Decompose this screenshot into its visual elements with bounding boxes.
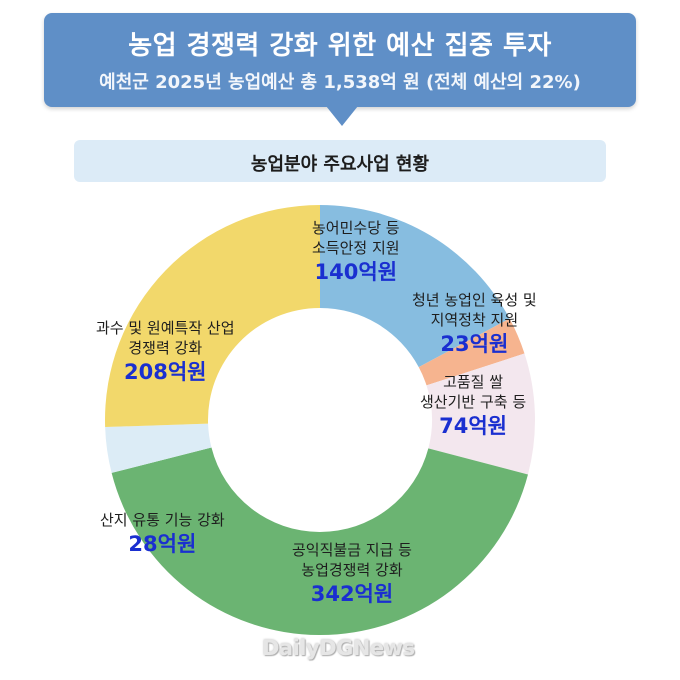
slice-label-line: 농어민수당 등	[312, 219, 400, 237]
slice-value: 74억원	[439, 414, 507, 438]
donut-slice-rice-base	[426, 353, 536, 475]
header-banner: 농업 경쟁력 강화 위한 예산 집중 투자 예천군 2025년 농업예산 총 1…	[44, 13, 636, 107]
slice-label-horticulture: 과수 및 원예특작 산업 경쟁력 강화 208억원	[96, 318, 235, 386]
slice-label-line: 지역정착 지원	[430, 311, 519, 329]
slice-value: 28억원	[128, 532, 197, 556]
banner-pointer	[326, 106, 358, 126]
slice-label-line: 공익직불금 지급 등	[292, 541, 412, 559]
slice-label-line: 소득안정 지원	[312, 239, 400, 257]
slice-value: 342억원	[310, 582, 394, 606]
page-subtitle: 예천군 2025년 농업예산 총 1,538억 원 (전체 예산의 22%)	[99, 72, 581, 93]
slice-label-income-support: 농어민수당 등 소득안정 지원 140억원	[312, 218, 400, 286]
slice-label-direct-payment: 공익직불금 지급 등 농업경쟁력 강화 342억원	[292, 540, 412, 608]
slice-label-distribution: 산지 유통 기능 강화 28억원	[100, 510, 225, 558]
slice-value: 23억원	[440, 332, 509, 356]
slice-value: 140억원	[314, 260, 398, 284]
slice-value: 208억원	[124, 360, 207, 384]
slice-label-line: 과수 및 원예특작 산업	[96, 319, 235, 337]
page-title: 농업 경쟁력 강화 위한 예산 집중 투자	[128, 31, 552, 61]
slice-label-line: 농업경쟁력 강화	[301, 561, 403, 579]
slice-label-line: 청년 농업인 육성 및	[412, 291, 537, 309]
slice-label-line: 고품질 쌀	[443, 373, 504, 391]
donut-slice-income-support	[320, 205, 510, 368]
slice-label-line: 산지 유통 기능 강화	[100, 511, 225, 529]
donut-slice-young-farmers	[418, 318, 525, 386]
donut-slice-direct-payment	[111, 447, 528, 636]
slice-label-young-farmers: 청년 농업인 육성 및 지역정착 지원 23억원	[412, 290, 537, 358]
section-title: 농업분야 주요사업 현황	[250, 154, 430, 175]
watermark-logo: DailyDGNews	[262, 636, 415, 660]
slice-label-line: 경쟁력 강화	[128, 339, 203, 357]
donut-slice-horticulture	[105, 205, 320, 428]
donut-slice-distribution	[105, 423, 212, 473]
slice-label-rice-base: 고품질 쌀 생산기반 구축 등 74억원	[420, 372, 526, 440]
slice-label-line: 생산기반 구축 등	[420, 393, 527, 411]
section-header: 농업분야 주요사업 현황	[74, 140, 606, 182]
